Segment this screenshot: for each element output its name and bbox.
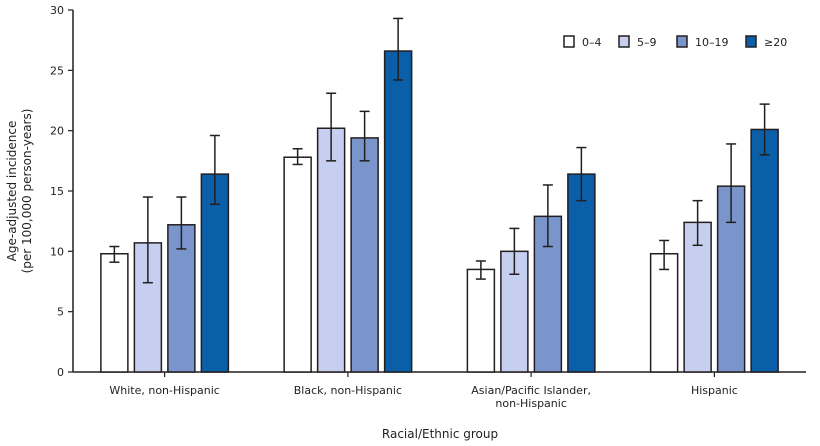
legend-swatch xyxy=(563,35,575,48)
bar xyxy=(350,137,379,373)
legend-swatch xyxy=(676,35,688,48)
legend-label: 5–9 xyxy=(637,36,657,49)
legend-label: 10–19 xyxy=(695,36,729,49)
x-tick-label: Asian/Pacific Islander, xyxy=(471,384,591,397)
bar xyxy=(649,252,679,373)
y-tick-label: 15 xyxy=(50,185,64,198)
x-axis-label: Racial/Ethnic group xyxy=(382,427,498,441)
bar xyxy=(567,173,596,373)
legend-swatch xyxy=(745,35,757,48)
y-tick-label: 30 xyxy=(50,4,64,17)
legend: 0–4 5–9 10–19 ≥20 xyxy=(563,35,787,49)
y-tick-label: 5 xyxy=(57,306,64,319)
bar xyxy=(100,252,129,373)
bars xyxy=(100,17,779,373)
y-tick-label: 20 xyxy=(50,125,64,138)
y-tick-label: 10 xyxy=(50,245,64,258)
axes: 0 5 10 15 20 25 30 White, non-Hispanic Black, no… xyxy=(50,4,806,410)
legend-swatch xyxy=(618,35,630,48)
x-tick-label: Hispanic xyxy=(691,384,738,397)
x-tick-label: Black, non-Hispanic xyxy=(294,384,402,397)
bar xyxy=(383,50,413,373)
legend-label: ≥20 xyxy=(764,36,787,49)
y-axis-label: Age-adjusted incidence xyxy=(5,121,19,262)
bar xyxy=(316,127,346,373)
x-tick-label: non-Hispanic xyxy=(495,397,567,410)
bar xyxy=(283,156,312,373)
y-tick-label: 25 xyxy=(50,64,64,77)
y-axis-label-sub: (per 100,000 person-years) xyxy=(20,109,34,274)
bar xyxy=(466,268,496,373)
bar xyxy=(750,128,779,373)
bar xyxy=(200,173,230,373)
x-tick-label: White, non-Hispanic xyxy=(109,384,219,397)
legend-label: 0–4 xyxy=(582,36,602,49)
y-tick-label: 0 xyxy=(57,366,64,379)
